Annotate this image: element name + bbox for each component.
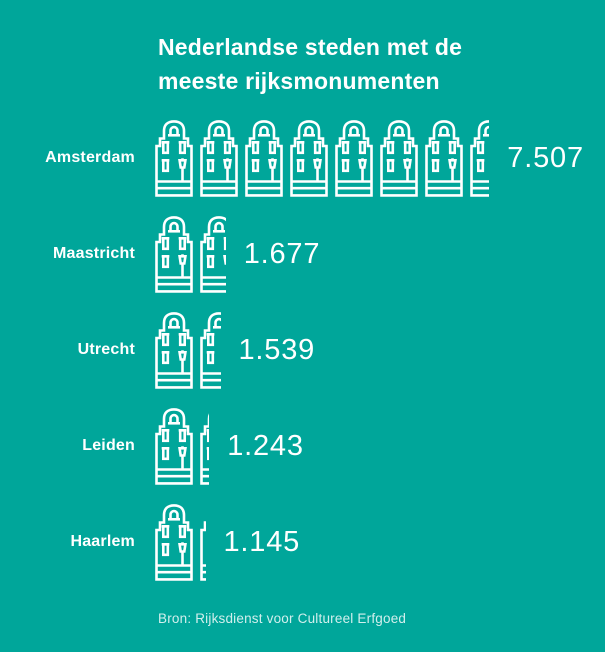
canal-house-icon: [200, 118, 238, 198]
source-credit: Bron: Rijksdienst voor Cultureel Erfgoed: [158, 611, 407, 626]
icon-bar: [155, 310, 221, 390]
chart-row: Utrecht 1.539: [0, 310, 584, 390]
row-value: 1.243: [227, 429, 304, 462]
row-value: 1.677: [243, 237, 321, 270]
canal-house-icon: [155, 406, 193, 486]
canal-house-icon: [290, 118, 328, 198]
canal-house-icon: [155, 214, 193, 294]
icon-bar: [155, 502, 206, 582]
canal-house-icon-partial: [200, 214, 226, 294]
row-label-amsterdam: Amsterdam: [45, 149, 135, 166]
chart-row: Leiden 1.243: [0, 406, 584, 486]
chart-title: Nederlandse steden met de meeste rijksmo…: [158, 34, 463, 94]
row-value: 1.145: [223, 525, 301, 558]
canal-house-icon: [380, 118, 418, 198]
chart-rows: Amsterdam 7.507 Maastricht 1.677 Utrecht 1.53…: [0, 118, 584, 582]
icon-bar: [155, 406, 210, 486]
chart-row: Maastricht 1.677: [0, 214, 584, 294]
row-label-maastricht: Maastricht: [52, 245, 135, 262]
canal-house-icon-partial: [200, 406, 210, 486]
canal-house-icon: [245, 118, 283, 198]
chart-row: Amsterdam 7.507: [0, 118, 584, 198]
row-label-haarlem: Haarlem: [70, 533, 135, 550]
canal-house-icon: [155, 502, 193, 582]
chart-row: Haarlem 1.145: [0, 502, 584, 582]
row-label-utrecht: Utrecht: [77, 341, 135, 358]
canal-house-icon: [425, 118, 463, 198]
canal-house-icon: [155, 310, 193, 390]
icon-bar: [155, 118, 490, 198]
row-label-leiden: Leiden: [82, 437, 135, 454]
row-value: 7.507: [507, 141, 584, 174]
row-value: 1.539: [238, 333, 316, 366]
canal-house-icon: [335, 118, 373, 198]
canal-house-icon: [155, 118, 193, 198]
canal-house-icon-partial: [200, 502, 206, 582]
icon-bar: [155, 214, 226, 294]
canal-house-icon-partial: [470, 118, 490, 198]
canal-house-icon-partial: [200, 310, 221, 390]
